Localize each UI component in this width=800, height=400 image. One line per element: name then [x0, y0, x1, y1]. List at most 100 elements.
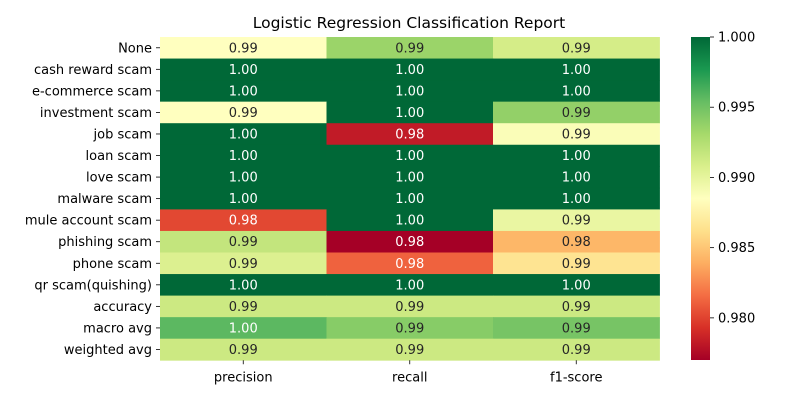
- column-label: f1-score: [550, 370, 602, 385]
- column-label: recall: [392, 370, 427, 385]
- heatmap-cell: [160, 144, 327, 167]
- cell-value-label: 0.99: [562, 343, 591, 358]
- row-label: loan scam: [86, 149, 152, 164]
- colorbar-tick-label: 0.995: [718, 101, 755, 116]
- row-label: phone scam: [73, 257, 152, 272]
- cell-value-label: 1.00: [395, 149, 424, 164]
- cell-value-label: 1.00: [229, 84, 258, 99]
- cell-value-label: 0.99: [229, 106, 258, 121]
- heatmap-cell: [326, 144, 494, 167]
- heatmap-cell: [160, 209, 327, 232]
- row-label: malware scam: [57, 192, 152, 207]
- cell-value-label: 1.00: [395, 106, 424, 121]
- cell-value-label: 0.99: [229, 257, 258, 272]
- cell-value-label: 1.00: [229, 278, 258, 293]
- heatmap-cell: [493, 317, 660, 340]
- row-label: weighted avg: [64, 343, 152, 358]
- cell-value-label: 0.98: [395, 257, 424, 272]
- cell-value-label: 1.00: [395, 278, 424, 293]
- heatmap-cell: [493, 338, 660, 361]
- cell-value-label: 0.99: [562, 321, 591, 336]
- cell-value-label: 0.99: [395, 343, 424, 358]
- cell-value-label: 1.00: [229, 149, 258, 164]
- heatmap-cell: [493, 274, 660, 296]
- cell-value-label: 0.99: [229, 235, 258, 250]
- cell-value-label: 0.99: [562, 300, 591, 315]
- cell-value-label: 1.00: [562, 192, 591, 207]
- row-labels: None cash reward scam e-commerce scam inves…: [25, 41, 160, 358]
- heatmap-cell: [160, 80, 327, 103]
- cell-value-label: 1.00: [229, 321, 258, 336]
- heatmap-cell: [493, 37, 660, 59]
- heatmap-cell: [160, 123, 327, 146]
- chart-title: Logistic Regression Classification Repor…: [253, 14, 565, 32]
- heatmap-cell: [326, 317, 494, 340]
- heatmap-cell: [493, 144, 660, 167]
- cell-value-label: 0.99: [229, 41, 258, 56]
- heatmap-cell: [493, 187, 660, 210]
- row-label: job scam: [93, 127, 153, 142]
- heatmap-cell: [160, 317, 327, 340]
- heatmap-cell: [326, 295, 494, 318]
- row-label: investment scam: [40, 106, 152, 121]
- heatmap-cell: [493, 166, 660, 189]
- heatmap-cell: [326, 166, 494, 189]
- heatmap-cell: [493, 252, 660, 275]
- cell-value-label: 0.99: [562, 257, 591, 272]
- row-label: None: [118, 41, 152, 56]
- cell-value-label: 0.98: [229, 214, 258, 229]
- colorbar-tick-label: 0.985: [718, 241, 755, 256]
- heatmap-cell: [326, 252, 494, 275]
- heatmap-cell: [493, 101, 660, 124]
- cell-value-label: 0.99: [395, 321, 424, 336]
- heatmap-cell: [326, 209, 494, 232]
- column-labels: precision recall f1-score: [214, 360, 602, 385]
- heatmap-cell: [160, 252, 327, 275]
- cell-value-label: 0.99: [229, 300, 258, 315]
- heatmap-cell: [493, 295, 660, 318]
- heatmap-cell: [326, 187, 494, 210]
- cell-value-label: 0.99: [229, 343, 258, 358]
- colorbar-tick-label: 1.000: [718, 31, 755, 46]
- row-label: qr scam(quishing): [34, 278, 152, 293]
- cell-value-label: 1.00: [562, 63, 591, 78]
- heatmap-cell: [326, 338, 494, 361]
- heatmap-cell: [326, 230, 494, 253]
- heatmap-cell: [493, 123, 660, 146]
- heatmap-cell: [160, 338, 327, 361]
- colorbar: 0.980 0.985 0.990 0.995 1.000: [691, 31, 755, 360]
- row-label: e-commerce scam: [32, 84, 152, 99]
- cell-value-label: 0.98: [562, 235, 591, 250]
- heatmap-cell: [326, 37, 494, 59]
- cell-value-label: 1.00: [395, 192, 424, 207]
- heatmap-cell: [160, 187, 327, 210]
- heatmap-cell: [493, 209, 660, 232]
- heatmap-cell: [160, 230, 327, 253]
- heatmap-cells: 0.99 0.99 0.99 1.00 1.00 1.00 1.00 1.00 1.00 0.99…: [160, 37, 660, 361]
- cell-value-label: 0.99: [395, 300, 424, 315]
- row-label: mule account scam: [25, 214, 152, 229]
- colorbar-gradient: [691, 37, 710, 360]
- cell-value-label: 0.99: [562, 41, 591, 56]
- cell-value-label: 0.99: [562, 127, 591, 142]
- cell-value-label: 1.00: [395, 171, 424, 186]
- row-label: phishing scam: [58, 235, 152, 250]
- cell-value-label: 1.00: [562, 84, 591, 99]
- cell-value-label: 1.00: [562, 149, 591, 164]
- heatmap-cell: [160, 101, 327, 124]
- cell-value-label: 0.98: [395, 235, 424, 250]
- heatmap-cell: [326, 80, 494, 103]
- cell-value-label: 0.99: [562, 106, 591, 121]
- heatmap-cell: [493, 58, 660, 81]
- heatmap-cell: [493, 230, 660, 253]
- cell-value-label: 0.98: [395, 127, 424, 142]
- colorbar-tick-label: 0.990: [718, 171, 755, 186]
- cell-value-label: 1.00: [395, 84, 424, 99]
- cell-value-label: 1.00: [562, 171, 591, 186]
- heatmap-cell: [160, 295, 327, 318]
- heatmap-cell: [326, 101, 494, 124]
- row-label: love scam: [86, 171, 152, 186]
- heatmap-cell: [160, 274, 327, 296]
- cell-value-label: 1.00: [395, 63, 424, 78]
- cell-value-label: 1.00: [395, 214, 424, 229]
